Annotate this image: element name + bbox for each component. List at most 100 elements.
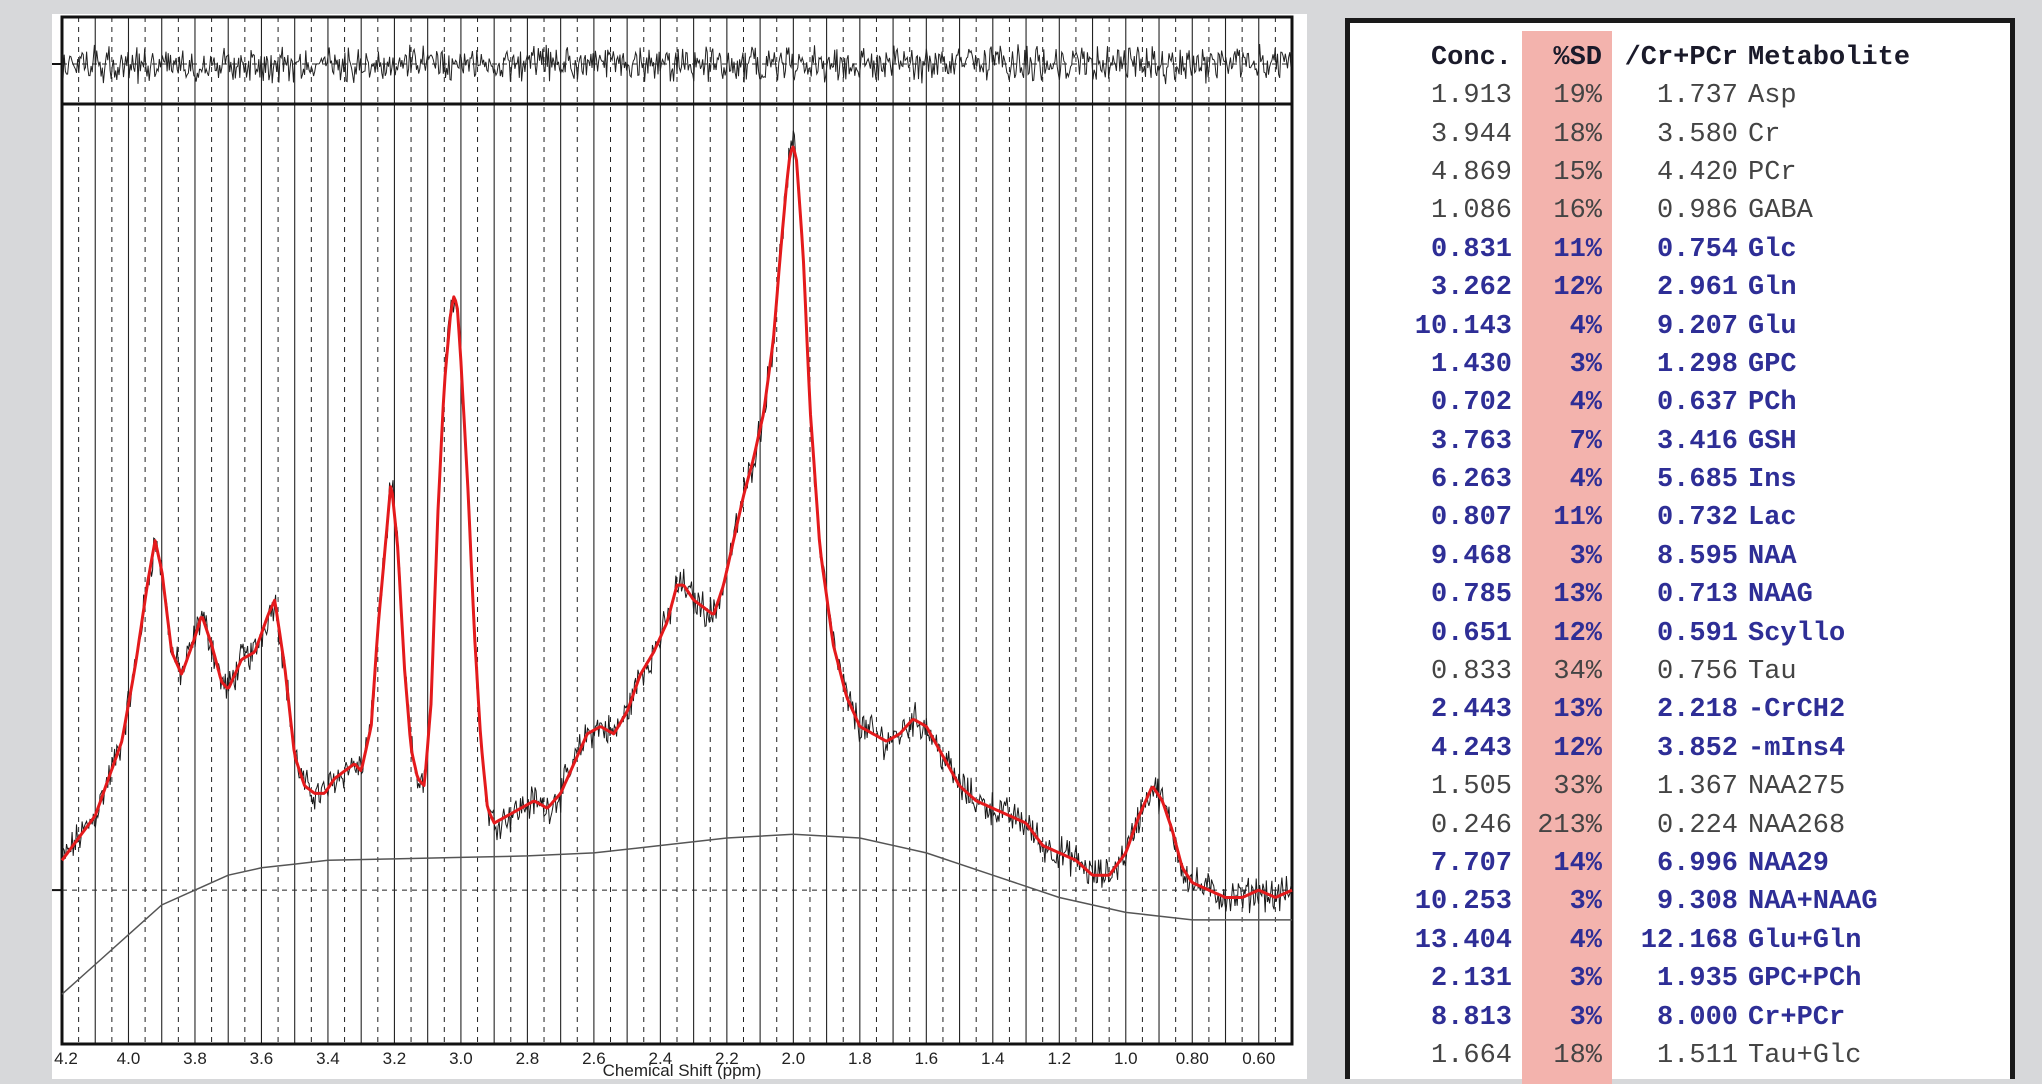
cell-conc: 2.131 <box>1430 964 1512 995</box>
cell-ratio: 6.996 <box>1656 849 1738 879</box>
table-row: 1.664 18% 1.511 Tau+Glc <box>1350 1037 2008 1075</box>
cell-ratio: 9.308 <box>1656 887 1738 918</box>
table-row: 9.468 3% 8.595 NAA <box>1350 538 2008 576</box>
table-row: 0.831 11% 0.754 Glc <box>1350 231 2008 269</box>
table-row: 1.913 19% 1.737 Asp <box>1350 77 2008 115</box>
cell-conc: 1.505 <box>1430 772 1512 803</box>
cell-metabolite: -mIns4 <box>1748 733 1846 764</box>
cell-metabolite: GSH <box>1748 426 1797 457</box>
cell-ratio: 0.591 <box>1656 618 1738 649</box>
x-tick-label: 2.2 <box>715 1049 739 1068</box>
cell-conc: 7.707 <box>1430 849 1512 879</box>
cell-sd: 4% <box>1569 311 1602 342</box>
cell-ratio: 2.961 <box>1656 273 1738 304</box>
cell-conc: 2.443 <box>1430 695 1512 726</box>
cell-ratio: 4.420 <box>1656 157 1738 188</box>
table-row: 7.707 14% 6.996 NAA29 <box>1350 845 2008 883</box>
cell-conc: 1.664 <box>1430 1040 1512 1071</box>
cell-ratio: 2.218 <box>1656 695 1738 726</box>
cell-ratio: 1.367 <box>1656 772 1738 803</box>
cell-ratio: 0.732 <box>1656 503 1738 534</box>
cell-conc: 3.763 <box>1430 426 1512 457</box>
table-row: 3.262 12% 2.961 Gln <box>1350 269 2008 307</box>
cell-sd: 18% <box>1553 119 1602 150</box>
x-tick-label: 3.8 <box>183 1049 207 1068</box>
cell-sd: 13% <box>1553 695 1602 726</box>
cell-ratio: 0.224 <box>1656 810 1738 841</box>
table-row: 10.143 4% 9.207 Glu <box>1350 307 2008 345</box>
cell-sd: 15% <box>1553 157 1602 188</box>
table-row: 0.785 13% 0.713 NAAG <box>1350 576 2008 614</box>
x-axis-label: Chemical Shift (ppm) <box>603 1061 762 1079</box>
x-tick-labels: 4.2 4.0 3.8 3.6 3.4 3.2 3.0 2.8 2.6 2.4 2.2 2.0 1.8 1… <box>54 1049 1275 1068</box>
cell-ratio: 0.986 <box>1656 196 1738 227</box>
grid-lines <box>61 17 1293 1044</box>
cell-metabolite: GABA <box>1748 196 1813 227</box>
metabolite-table: Conc. %SD /Cr+PCr Metabolite 1.913 19% 1.7… <box>1350 39 2008 1075</box>
table-header-row: Conc. %SD /Cr+PCr Metabolite <box>1350 39 2008 77</box>
cell-ratio: 3.416 <box>1656 426 1738 457</box>
cell-sd: 3% <box>1569 964 1602 995</box>
cell-ratio: 5.685 <box>1656 465 1738 496</box>
cell-metabolite: Tau+Glc <box>1748 1040 1862 1071</box>
baseline-line <box>61 833 1292 995</box>
cell-sd: 4% <box>1569 925 1602 956</box>
x-tick-label: 1.4 <box>981 1049 1005 1068</box>
table-row: 0.651 12% 0.591 Scyllo <box>1350 614 2008 652</box>
residual-series <box>61 43 1293 85</box>
cell-conc: 10.253 <box>1414 887 1512 918</box>
cell-conc: 0.651 <box>1430 618 1512 649</box>
left-margin-strip <box>0 0 50 1079</box>
header-ratio: /Cr+PCr <box>1624 43 1738 73</box>
cell-conc: 3.944 <box>1430 119 1512 150</box>
x-tick-label: 1.0 <box>1114 1049 1138 1068</box>
cell-ratio: 0.713 <box>1656 580 1738 611</box>
x-tick-label: 3.0 <box>449 1049 473 1068</box>
cell-conc: 6.263 <box>1430 465 1512 496</box>
table-row: 8.813 3% 8.000 Cr+PCr <box>1350 998 2008 1036</box>
cell-metabolite: PCh <box>1748 388 1797 419</box>
cell-metabolite: GPC+PCh <box>1748 964 1862 995</box>
baseline-series <box>61 833 1292 995</box>
table-row: 1.430 3% 1.298 GPC <box>1350 346 2008 384</box>
cell-sd: 14% <box>1553 849 1602 879</box>
cell-ratio: 1.298 <box>1656 349 1738 380</box>
table-row: 6.263 4% 5.685 Ins <box>1350 461 2008 499</box>
cell-ratio: 1.935 <box>1656 964 1738 995</box>
cell-sd: 4% <box>1569 388 1602 419</box>
cell-metabolite: Lac <box>1748 503 1797 534</box>
cell-conc: 13.404 <box>1414 925 1512 956</box>
cell-sd: 19% <box>1553 81 1602 112</box>
x-tick-label: 3.2 <box>383 1049 407 1068</box>
cell-conc: 3.262 <box>1430 273 1512 304</box>
x-tick-label: 2.0 <box>782 1049 806 1068</box>
cell-sd: 33% <box>1553 772 1602 803</box>
table-row: 10.253 3% 9.308 NAA+NAAG <box>1350 883 2008 921</box>
cell-sd: 3% <box>1569 887 1602 918</box>
cell-metabolite: Gln <box>1748 273 1797 304</box>
cell-conc: 0.246 <box>1430 810 1512 841</box>
table-row: 0.246 213% 0.224 NAA268 <box>1350 806 2008 844</box>
cell-metabolite: Glu+Gln <box>1748 925 1862 956</box>
table-row: 0.702 4% 0.637 PCh <box>1350 384 2008 422</box>
table-row: 3.763 7% 3.416 GSH <box>1350 423 2008 461</box>
x-tick-label: 0.60 <box>1242 1049 1275 1068</box>
cell-metabolite: NAA275 <box>1748 772 1846 803</box>
table-row: 0.807 11% 0.732 Lac <box>1350 499 2008 537</box>
fit-series <box>60 145 1293 899</box>
plot-frame <box>52 15 1294 1046</box>
cell-ratio: 1.511 <box>1656 1040 1738 1071</box>
header-metabolite: Metabolite <box>1748 43 1911 73</box>
table-row: 4.869 15% 4.420 PCr <box>1350 154 2008 192</box>
metabolite-table-panel: Conc. %SD /Cr+PCr Metabolite 1.913 19% 1.7… <box>1345 18 2015 1084</box>
cell-conc: 1.430 <box>1430 349 1512 380</box>
cell-sd: 12% <box>1553 618 1602 649</box>
x-tick-label: 3.4 <box>316 1049 340 1068</box>
x-tick-label: 4.0 <box>117 1049 141 1068</box>
spectrum-chart: 4.2 4.0 3.8 3.6 3.4 3.2 3.0 2.8 2.6 2.4 2.2 2.0 1.8 1… <box>52 15 1294 1079</box>
cell-conc: 0.785 <box>1430 580 1512 611</box>
cell-metabolite: NAAG <box>1748 580 1813 611</box>
cell-conc: 9.468 <box>1430 541 1512 572</box>
table-row: 1.086 16% 0.986 GABA <box>1350 192 2008 230</box>
x-tick-label: 2.6 <box>582 1049 606 1068</box>
